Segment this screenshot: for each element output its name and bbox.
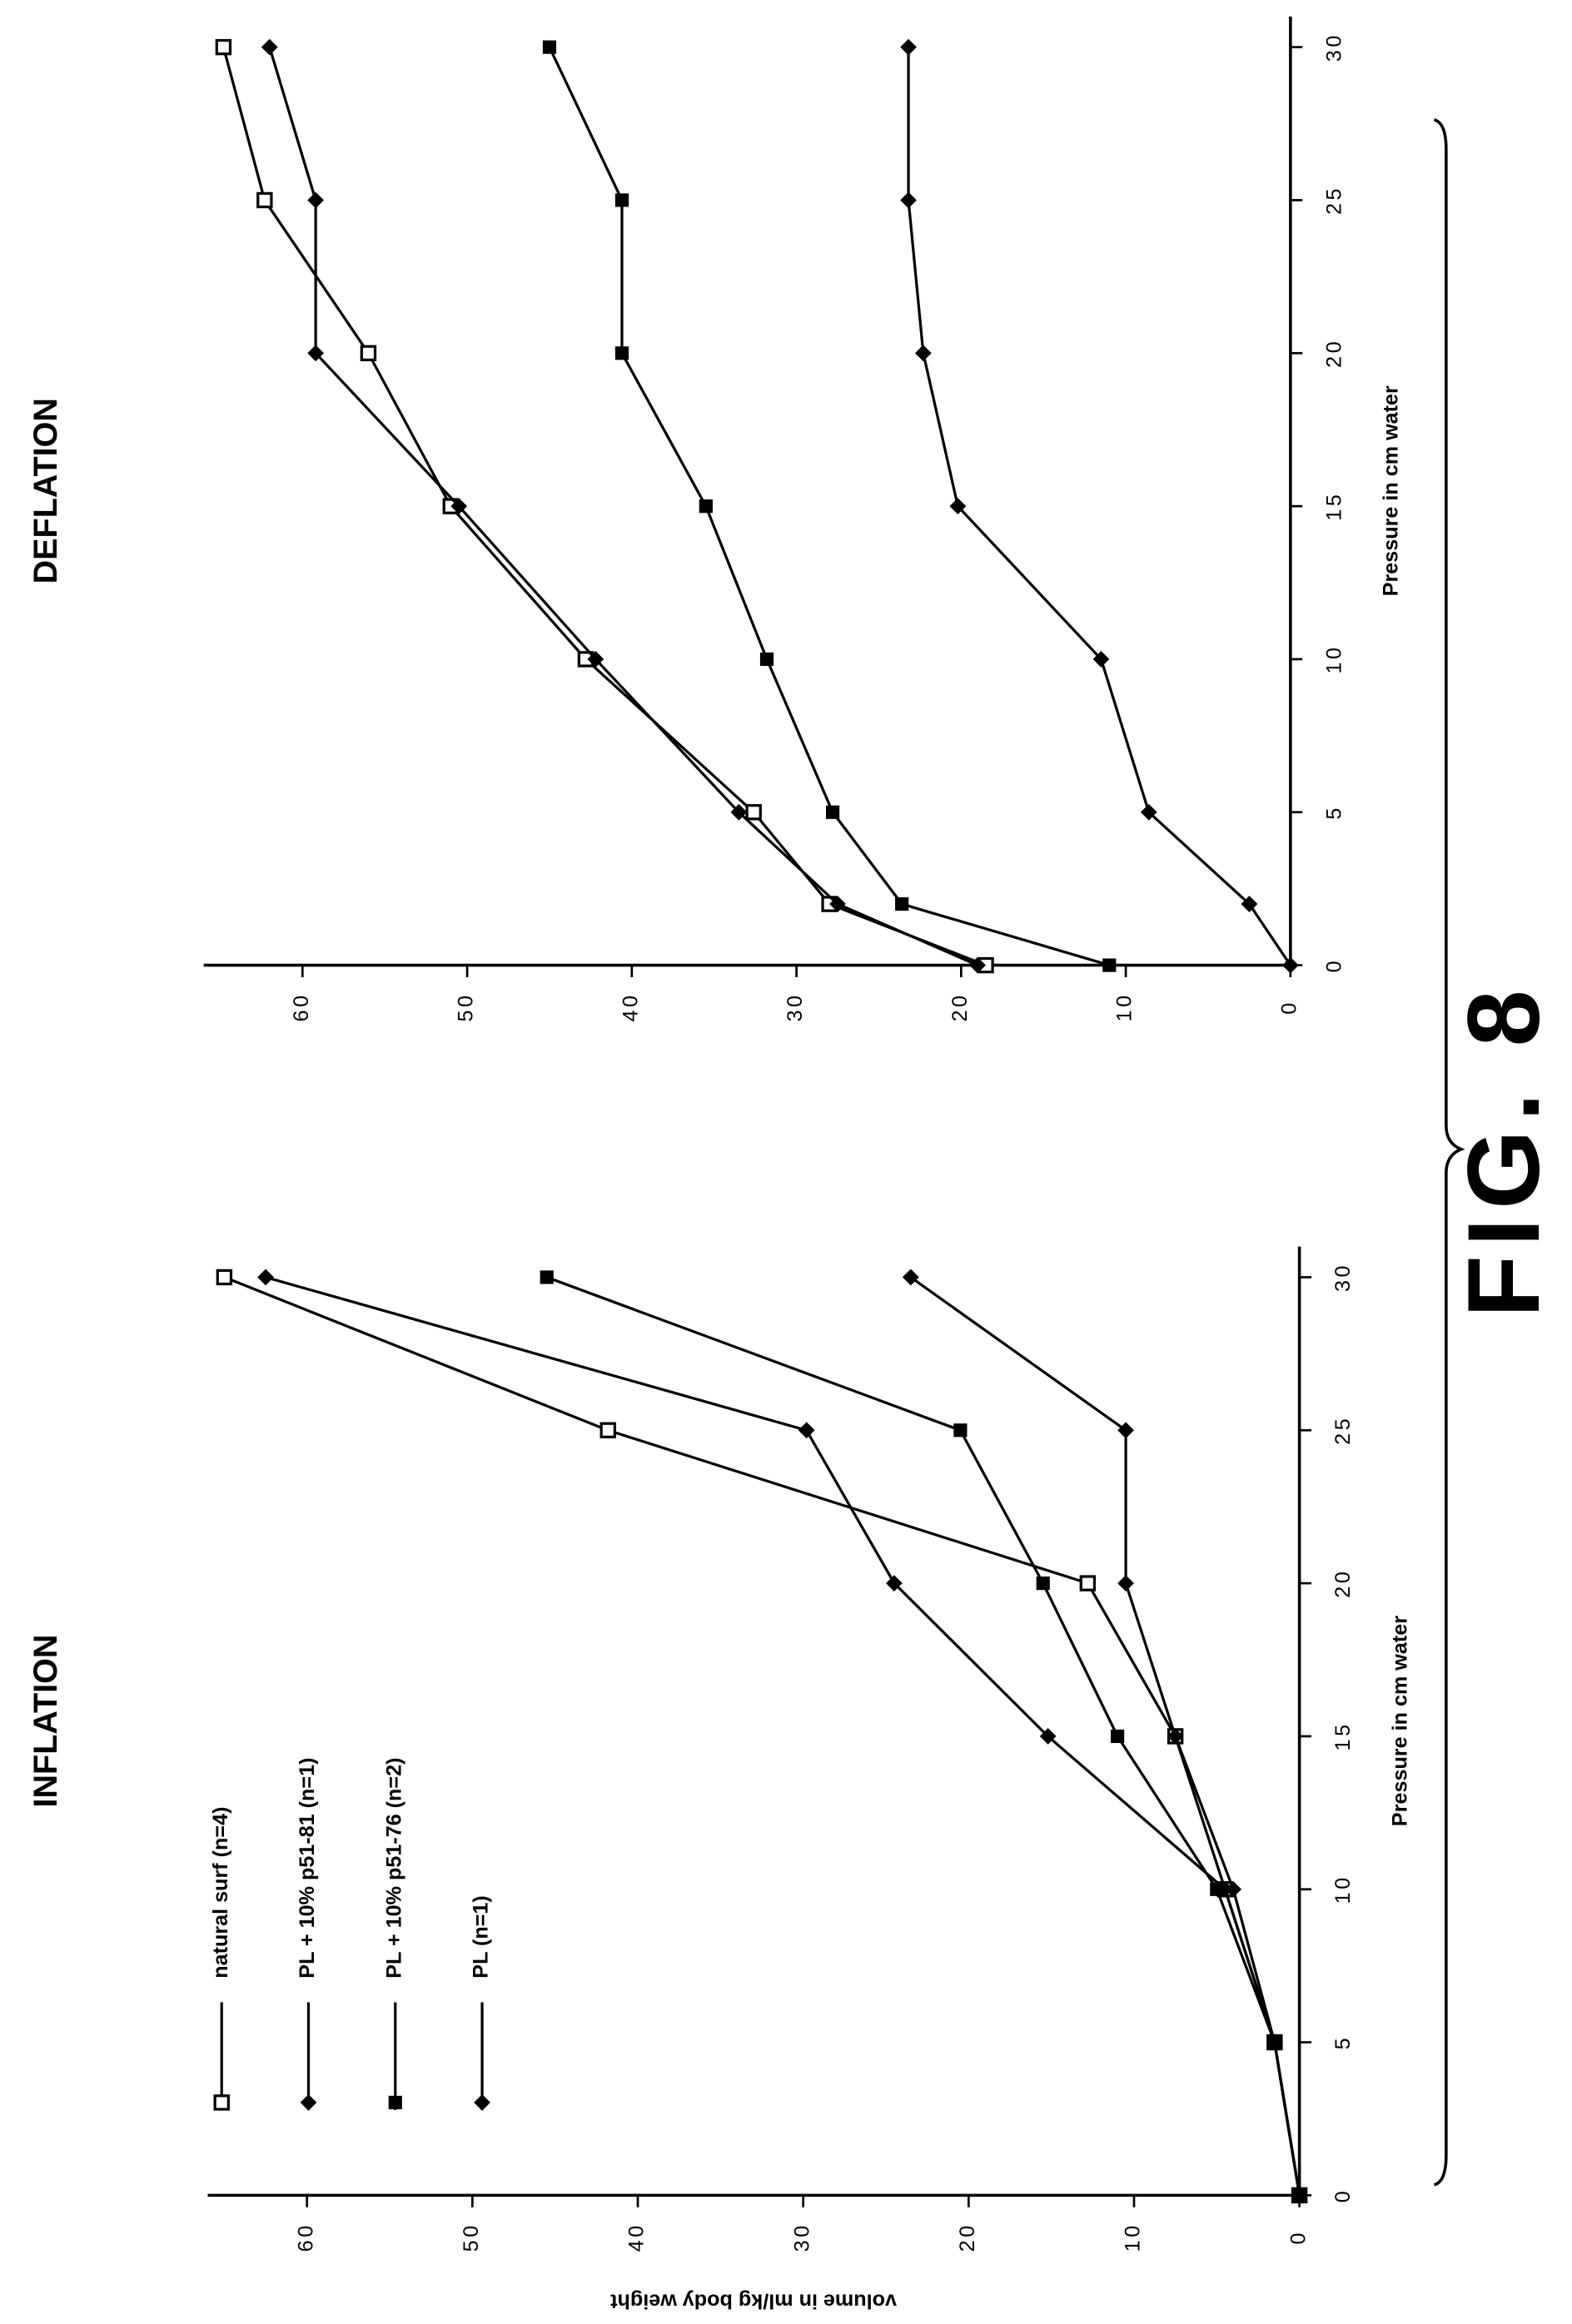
- data-point: [699, 499, 713, 513]
- x-tick-label: 0: [1331, 2188, 1355, 2203]
- series-line: [266, 1277, 1300, 2195]
- data-point: [307, 192, 324, 209]
- data-point: [361, 346, 375, 360]
- x-tick-label: 25: [1331, 1416, 1355, 1445]
- data-point: [217, 1270, 231, 1284]
- data-point: [216, 41, 230, 54]
- data-point: [900, 39, 917, 56]
- x-tick-label: 30: [1322, 32, 1346, 62]
- legend-label: PL (n=1): [470, 1895, 493, 1978]
- data-point: [615, 193, 629, 206]
- data-point: [900, 192, 917, 209]
- x-axis-label: Pressure in cm water: [1389, 1616, 1412, 1826]
- legend-label: PL + 10% p51-76 (n=2): [382, 1758, 405, 1979]
- x-tick-label: 15: [1331, 1721, 1355, 1750]
- data-point: [543, 41, 556, 54]
- data-point: [1037, 1577, 1050, 1590]
- data-point: [601, 1423, 614, 1437]
- y-tick-label: 40: [619, 992, 642, 1021]
- y-tick-label: 60: [294, 2222, 317, 2252]
- x-tick-label: 0: [1322, 958, 1346, 973]
- legend-marker: [474, 2094, 490, 2111]
- y-tick-label: 60: [290, 992, 313, 1021]
- y-tick-label: 10: [1113, 992, 1137, 1021]
- series-line: [911, 1277, 1300, 2195]
- x-axis-label: Pressure in cm water: [1380, 385, 1403, 596]
- y-tick-label: 50: [460, 2222, 483, 2252]
- data-point: [261, 39, 278, 56]
- series-line: [550, 47, 1109, 966]
- series-line: [547, 1277, 1300, 2195]
- data-point: [915, 345, 932, 361]
- chart-title: DEFLATION: [27, 398, 64, 583]
- series-line: [270, 47, 978, 966]
- legend-label: PL + 10% p51-81 (n=1): [296, 1758, 319, 1979]
- x-tick-label: 30: [1331, 1263, 1355, 1292]
- data-point: [826, 806, 839, 819]
- data-point: [1117, 1422, 1134, 1438]
- x-tick-label: 5: [1322, 805, 1346, 820]
- y-tick-label: 30: [790, 2222, 813, 2252]
- y-tick-label: 20: [956, 2222, 979, 2252]
- data-point: [895, 897, 908, 911]
- data-point: [798, 1422, 815, 1438]
- y-tick-label: 50: [455, 992, 478, 1021]
- y-axis-label: volume in ml/kg body weight: [610, 2290, 897, 2313]
- y-tick-label: 0: [1278, 1000, 1301, 1015]
- data-point: [1282, 957, 1299, 974]
- y-tick-label: 30: [784, 992, 807, 1021]
- data-point: [1081, 1577, 1094, 1590]
- y-tick-label: 0: [1286, 2230, 1310, 2245]
- data-point: [1102, 958, 1116, 971]
- data-point: [258, 193, 271, 206]
- data-point: [953, 1423, 967, 1437]
- series-line: [224, 1277, 1299, 2195]
- legend-label: natural surf (n=4): [209, 1807, 232, 1979]
- x-tick-label: 10: [1331, 1875, 1355, 1904]
- y-tick-label: 40: [625, 2222, 649, 2252]
- data-point: [257, 1269, 274, 1286]
- x-tick-label: 20: [1331, 1568, 1355, 1597]
- data-point: [615, 346, 629, 360]
- y-tick-label: 10: [1122, 2222, 1145, 2252]
- legend-marker: [301, 2094, 317, 2111]
- data-point: [1117, 1575, 1134, 1592]
- data-point: [540, 1270, 554, 1284]
- data-point: [1111, 1730, 1124, 1743]
- x-tick-label: 5: [1331, 2035, 1355, 2050]
- x-tick-label: 20: [1322, 339, 1346, 368]
- legend-marker: [389, 2096, 402, 2109]
- data-point: [747, 806, 760, 819]
- x-tick-label: 25: [1322, 186, 1346, 215]
- x-tick-label: 10: [1322, 644, 1346, 673]
- x-tick-label: 15: [1322, 492, 1346, 521]
- data-point: [760, 653, 774, 666]
- legend-marker: [215, 2096, 228, 2109]
- series-line: [223, 47, 986, 966]
- y-tick-label: 20: [948, 992, 972, 1021]
- chart-title: INFLATION: [27, 1635, 64, 1808]
- data-point: [1210, 1883, 1223, 1896]
- figure-label: FIG. 8: [1446, 981, 1560, 1318]
